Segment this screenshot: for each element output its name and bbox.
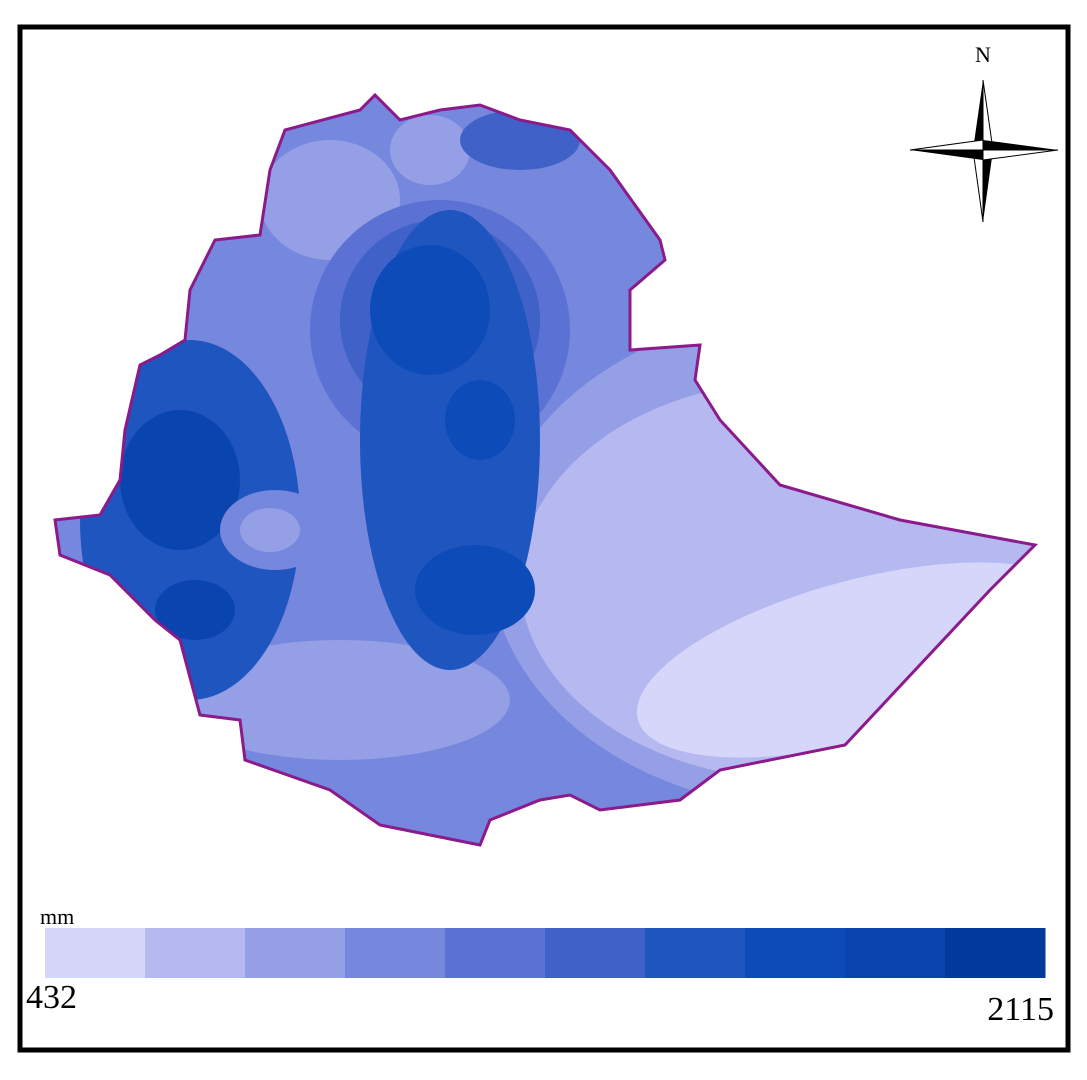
legend-swatch: [145, 928, 246, 978]
legend-swatch: [545, 928, 646, 978]
legend-swatch: [245, 928, 346, 978]
north-arrow: [909, 79, 1059, 223]
legend-swatch: [345, 928, 446, 978]
legend-max-label: 2115: [987, 991, 1054, 1028]
legend-min-label: 432: [26, 979, 77, 1016]
frame: [17, 24, 1071, 1053]
legend-swatch: [745, 928, 846, 978]
legend-bar: [45, 928, 1046, 978]
legend-unit: mm: [40, 904, 74, 929]
legend-swatch: [445, 928, 546, 978]
legend-swatch: [45, 928, 146, 978]
legend-swatch: [845, 928, 946, 978]
legend-swatch: [645, 928, 746, 978]
north-label: N: [975, 42, 991, 67]
legend-swatch: [945, 928, 1046, 978]
